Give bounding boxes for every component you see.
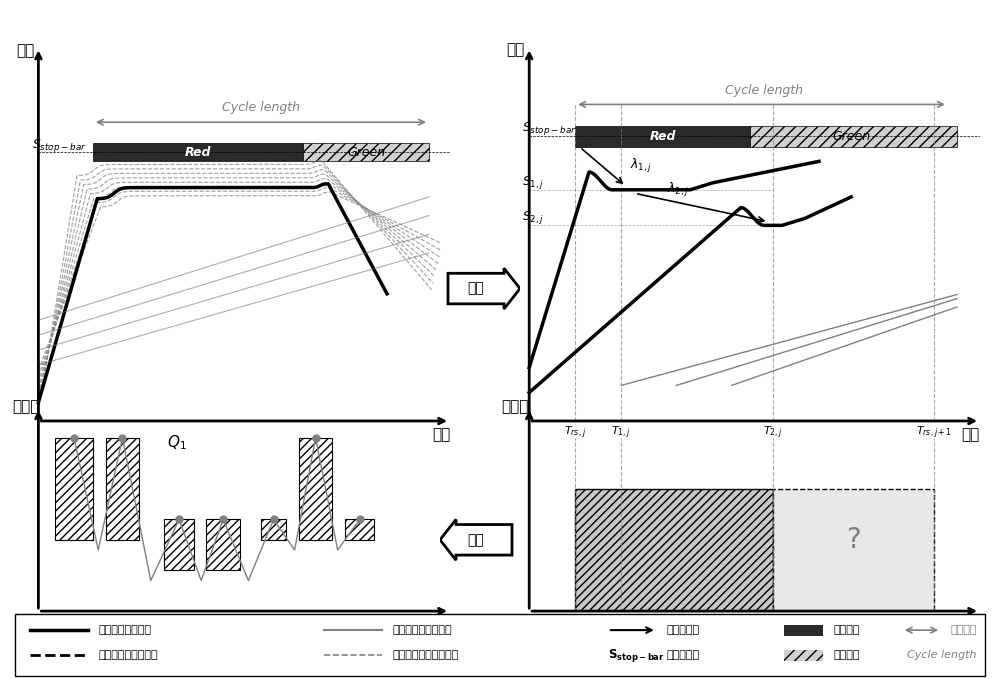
Bar (784, 650, 823, 661)
Text: Red: Red (649, 130, 676, 143)
Text: $Q_1$: $Q_1$ (167, 433, 187, 452)
Bar (93, 143, 303, 162)
Text: 到达率: 到达率 (502, 399, 529, 414)
Text: $T_{rs,j+1}$: $T_{rs,j+1}$ (916, 424, 952, 441)
Text: 时间: 时间 (432, 428, 451, 443)
Bar (575, 126, 750, 147)
Text: $T_{2,j}$: $T_{2,j}$ (763, 424, 783, 441)
Text: 距离: 距离 (17, 43, 35, 58)
Text: 排队交通波: 排队交通波 (667, 625, 700, 635)
FancyArrow shape (448, 268, 520, 309)
Text: 抽样排队车辆轨迹: 抽样排队车辆轨迹 (98, 625, 151, 635)
Bar (55, 438, 93, 540)
Bar (345, 519, 374, 540)
Bar (206, 519, 240, 570)
Bar (299, 438, 332, 540)
Text: Cycle length: Cycle length (222, 101, 300, 114)
Bar (164, 519, 194, 570)
Text: $T_{rs,j}$: $T_{rs,j}$ (564, 619, 586, 636)
Bar (575, 489, 773, 611)
Text: Red: Red (185, 145, 211, 159)
Text: 非抽样非排队车辆轨迹: 非抽样非排队车辆轨迹 (392, 650, 458, 660)
Text: Green: Green (347, 145, 385, 159)
Text: 重构: 重构 (468, 533, 484, 547)
Text: $T_{1,j}$: $T_{1,j}$ (611, 619, 631, 636)
Bar (773, 489, 934, 611)
Text: $S_{stop-bar}$: $S_{stop-bar}$ (32, 137, 87, 154)
Bar (106, 438, 139, 540)
Text: $\lambda_{1,j}$: $\lambda_{1,j}$ (630, 157, 653, 175)
Text: $\lambda_{2,j}$: $\lambda_{2,j}$ (667, 181, 690, 200)
Text: Cycle length: Cycle length (725, 84, 803, 97)
Text: 时间: 时间 (962, 615, 980, 630)
Text: $T_{rs,j+1}$: $T_{rs,j+1}$ (916, 619, 952, 636)
Bar (784, 625, 823, 636)
FancyArrow shape (440, 519, 512, 560)
Text: $T_{rs,j}$: $T_{rs,j}$ (564, 424, 586, 441)
Text: 抽样: 抽样 (468, 282, 484, 295)
Text: $S_{1,j}$: $S_{1,j}$ (522, 174, 545, 191)
Text: ?: ? (846, 526, 861, 554)
Bar (261, 519, 286, 540)
Text: Cycle length: Cycle length (907, 650, 976, 660)
Text: 非抽样排队车辆轨迹: 非抽样排队车辆轨迹 (98, 650, 158, 660)
Text: 绿灯相位: 绿灯相位 (833, 650, 860, 660)
Text: 到达率: 到达率 (12, 399, 39, 414)
Bar (303, 143, 429, 162)
Text: 距离: 距离 (506, 43, 525, 58)
Text: 红灯相位: 红灯相位 (833, 625, 860, 635)
Text: $T_{2,j}$: $T_{2,j}$ (763, 619, 783, 636)
Text: 时间: 时间 (432, 615, 451, 630)
Text: Green: Green (832, 130, 870, 143)
Bar (750, 126, 957, 147)
Text: 周期长度: 周期长度 (951, 625, 977, 635)
Text: 抽样非排队车辆轨迹: 抽样非排队车辆轨迹 (392, 625, 452, 635)
Text: $S_{stop-bar}$: $S_{stop-bar}$ (522, 120, 577, 137)
Text: $\mathbf{S_{stop-bar}}$: $\mathbf{S_{stop-bar}}$ (608, 646, 664, 664)
Text: 停车线位置: 停车线位置 (667, 650, 700, 660)
Text: $S_{2,j}$: $S_{2,j}$ (522, 209, 545, 226)
Text: $T_{1,j}$: $T_{1,j}$ (611, 424, 631, 441)
Text: 时间: 时间 (962, 427, 980, 442)
